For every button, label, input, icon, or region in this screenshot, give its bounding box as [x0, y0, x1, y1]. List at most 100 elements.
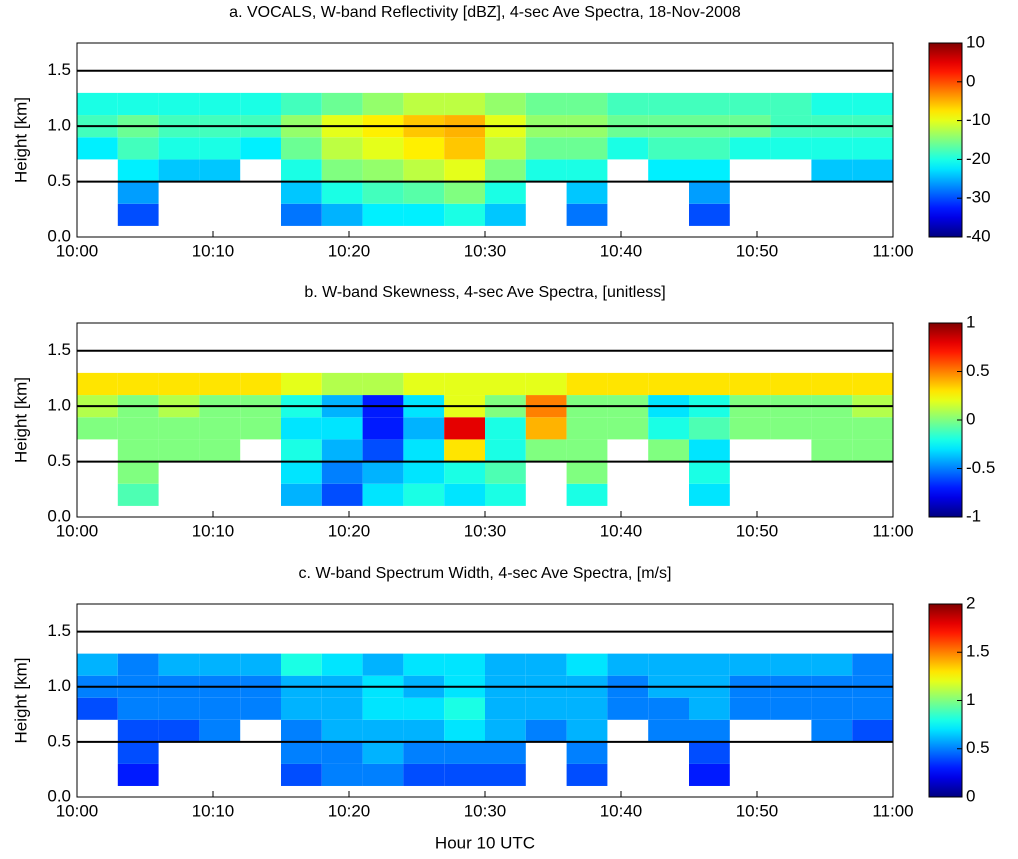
y-tick-label: 1.5: [47, 340, 71, 359]
colorbar-tick-label: 10: [966, 32, 985, 51]
cell: [362, 763, 404, 786]
cell: [852, 697, 893, 720]
cell: [525, 653, 567, 676]
cell: [566, 653, 608, 676]
cell: [281, 159, 322, 182]
cell: [444, 719, 485, 742]
cell: [117, 203, 159, 226]
cell: [811, 719, 853, 742]
cell: [281, 417, 322, 440]
cell: [117, 417, 159, 440]
cell: [729, 653, 771, 676]
cell: [321, 461, 363, 484]
y-axis-label: Height [km]: [11, 377, 30, 463]
cell: [811, 653, 853, 676]
y-tick-label: 1.0: [47, 396, 71, 415]
cell: [525, 92, 567, 116]
cell: [281, 461, 322, 484]
cell: [199, 719, 241, 742]
cell: [566, 159, 608, 182]
cell: [485, 763, 526, 786]
cell: [77, 137, 118, 160]
cell: [566, 461, 608, 484]
cell: [689, 697, 730, 720]
cell: [648, 719, 689, 742]
y-tick-label: 0.0: [47, 226, 71, 245]
cell: [321, 439, 363, 462]
cell: [362, 92, 404, 116]
cell: [158, 417, 200, 440]
cell: [689, 719, 730, 742]
cell: [117, 763, 159, 786]
cell: [770, 697, 812, 720]
cell: [770, 137, 812, 160]
cell: [729, 92, 771, 116]
cell: [770, 92, 812, 116]
cell: [566, 439, 608, 462]
cell: [199, 697, 241, 720]
cell: [403, 461, 445, 484]
cell: [689, 417, 730, 440]
cell: [158, 719, 200, 742]
cell: [811, 137, 853, 160]
cell: [321, 203, 363, 226]
cell: [117, 159, 159, 182]
cell: [199, 372, 241, 396]
cell: [729, 137, 771, 160]
colorbar-tick-label: -1: [966, 506, 981, 525]
cell: [566, 483, 608, 506]
cell: [648, 697, 689, 720]
colorbar-tick-label: 0: [966, 786, 975, 805]
y-tick-label: 0.0: [47, 506, 71, 525]
cell: [852, 719, 893, 742]
cell: [444, 92, 485, 116]
cell: [117, 653, 159, 676]
cell: [117, 372, 159, 396]
x-tick-label: 10:40: [600, 801, 643, 820]
y-tick-label: 1.5: [47, 60, 71, 79]
cell: [729, 697, 771, 720]
cell: [403, 719, 445, 742]
cell: [485, 697, 526, 720]
cell: [607, 137, 649, 160]
cell: [117, 697, 159, 720]
cell: [281, 653, 322, 676]
x-tick-label: 10:40: [600, 241, 643, 260]
cell: [240, 92, 281, 116]
cell: [444, 417, 485, 440]
cell: [485, 92, 526, 116]
cell: [689, 159, 730, 182]
cell: [444, 653, 485, 676]
cell: [117, 439, 159, 462]
cell: [689, 137, 730, 160]
cell: [158, 92, 200, 116]
x-tick-label: 10:30: [464, 521, 507, 540]
cell: [77, 653, 118, 676]
x-tick-label: 10:50: [736, 521, 779, 540]
cell: [525, 417, 567, 440]
cell: [362, 697, 404, 720]
cell: [240, 697, 281, 720]
cell: [321, 159, 363, 182]
cell: [607, 653, 649, 676]
cell: [362, 159, 404, 182]
cell: [281, 719, 322, 742]
cell: [117, 461, 159, 484]
cell: [729, 372, 771, 396]
panel-title: b. W-band Skewness, 4-sec Ave Spectra, […: [304, 284, 665, 301]
cell: [485, 741, 526, 764]
cell: [852, 137, 893, 160]
y-tick-label: 0.0: [47, 786, 71, 805]
cell: [240, 372, 281, 396]
cell: [770, 417, 812, 440]
cell: [689, 763, 730, 786]
cell: [403, 181, 445, 204]
cell: [525, 697, 567, 720]
x-tick-label: 11:00: [872, 801, 913, 820]
cell: [281, 439, 322, 462]
cell: [77, 92, 118, 116]
cell: [444, 137, 485, 160]
cell: [648, 653, 689, 676]
cell: [403, 763, 445, 786]
cell: [648, 159, 689, 182]
